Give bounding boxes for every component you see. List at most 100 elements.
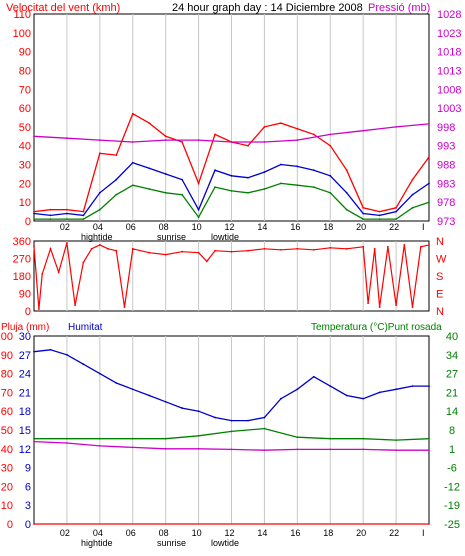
wind-direction-point [214, 249, 216, 252]
x-tick-label: 10 [192, 222, 202, 232]
humidity-header: Humitat [68, 322, 103, 333]
wind-direction-point [181, 250, 184, 253]
wind-avg-line-point [362, 212, 365, 215]
wind-direction-point [115, 249, 118, 252]
wind-speed-line-point [115, 154, 118, 157]
wind-speed-line-point [214, 133, 216, 136]
wind-min-line-point [49, 218, 52, 221]
wind-y-tick-label: 20 [19, 178, 31, 190]
hightide-label-1: hightide [81, 232, 113, 242]
direction-y-tick-label: 270 [13, 254, 31, 266]
wind-direction-point [263, 247, 266, 250]
direction-y-tick-label: 90 [19, 289, 31, 301]
humidity-line-point [296, 388, 299, 391]
humidity-line-point [329, 385, 332, 388]
wind-avg-line-point [345, 191, 348, 194]
pressure-y-tick-label: 993 [437, 141, 455, 153]
x-tick-label: 06 [126, 528, 136, 538]
x-tick-label: 22 [389, 528, 399, 538]
wind-direction-point [164, 253, 167, 256]
humidity-line-point [362, 397, 365, 400]
pressure-y-tick-label: 973 [437, 216, 455, 228]
wind-speed-line-point [197, 182, 200, 185]
pressure-y-tick-label: 1023 [437, 28, 461, 40]
wind-direction-point [329, 246, 332, 249]
temp-y-tick-label: -12 [444, 481, 460, 493]
pressure-line-point [362, 129, 365, 132]
pressure-y-tick-label: 1008 [437, 84, 461, 96]
sunrise-label-2: sunrise [157, 538, 186, 548]
pressure-y-tick-label: 983 [437, 178, 455, 190]
temp-y-tick-label: 21 [446, 387, 458, 399]
direction-y-tick-label: 0 [25, 306, 31, 318]
wind-direction-point [107, 247, 109, 250]
humidity-y-tick-label: 15 [19, 425, 31, 437]
direction-y-tick-label: 180 [13, 271, 31, 283]
humidity-y-tick-label: 9 [25, 463, 31, 475]
humidity-line-point [164, 400, 167, 403]
humidity-line-point [131, 388, 134, 391]
temp-y-tick-label: -19 [444, 500, 460, 512]
x-tick-label: 14 [257, 222, 267, 232]
temperature-line-point [131, 437, 134, 440]
direction-compass-label: N [436, 306, 444, 318]
humidity-line-point [263, 416, 266, 419]
wind-speed-line-point [428, 156, 430, 158]
temp-dew-header: Temperatura (°C)Punt rosada [311, 322, 442, 333]
humidity-y-tick-label: 21 [19, 387, 31, 399]
wind-direction-point [428, 243, 430, 246]
pressure-line-point [230, 141, 233, 143]
humidity-y-tick-label: 27 [19, 350, 31, 362]
wind-direction-point [205, 260, 208, 263]
wind-min-line-point [395, 218, 397, 221]
rain-y-tick-label: 100 [0, 331, 13, 343]
dewpoint-line-point [296, 448, 299, 451]
wind-min-line-point [33, 218, 35, 221]
wind-avg-line-point [131, 161, 134, 164]
wind-speed-line-point [181, 141, 184, 143]
humidity-line-point [378, 391, 381, 394]
x-tick-label: 02 [60, 222, 70, 232]
x-tick-label: 18 [323, 222, 333, 232]
wind-direction-point [74, 304, 77, 307]
humidity-line-point [411, 385, 414, 388]
humidity-line-point [197, 410, 200, 413]
wind-y-tick-label: 50 [19, 122, 31, 134]
rain-header: Pluja (mm) [1, 322, 49, 333]
wind-direction-point [148, 251, 151, 254]
temperature-line-point [395, 439, 397, 442]
rain-y-tick-label: 60 [1, 406, 13, 418]
wind-speed-line-point [131, 112, 134, 115]
wind-avg-line-point [312, 169, 315, 172]
temperature-line-point [164, 437, 167, 440]
humidity-y-tick-label: 12 [19, 444, 31, 456]
x-tick-label: 12 [225, 528, 235, 538]
wind-direction-point [403, 243, 406, 246]
wind-speed-line-point [362, 206, 365, 209]
wind-direction-point [362, 245, 365, 248]
wind-avg-line-point [230, 174, 233, 177]
wind-min-line-point [247, 191, 249, 194]
humidity-y-tick-label: 6 [25, 481, 31, 493]
pressure-line-point [263, 141, 266, 143]
humidity-line-point [115, 382, 118, 384]
wind-direction-point [296, 247, 299, 250]
dewpoint-line-point [263, 449, 266, 452]
rain-y-tick-label: 80 [1, 369, 13, 381]
wind-avg-line-point [263, 171, 266, 173]
dewpoint-line-point [98, 445, 101, 447]
x-tick-label: I [422, 528, 425, 538]
humidity-line-point [247, 419, 249, 422]
wind-speed-line-point [49, 208, 52, 211]
humidity-line-point [214, 416, 216, 419]
wind-avg-line-point [115, 178, 118, 181]
wind-direction-point [38, 308, 40, 310]
pressure-y-tick-label: 978 [437, 197, 455, 209]
wind-y-tick-label: 90 [19, 47, 31, 59]
humidity-line-point [428, 385, 430, 388]
temp-y-tick-label: -6 [447, 463, 457, 475]
x-tick-label: 22 [389, 222, 399, 232]
wind-min-line-point [428, 201, 430, 204]
wind-speed-line-point [148, 122, 151, 125]
